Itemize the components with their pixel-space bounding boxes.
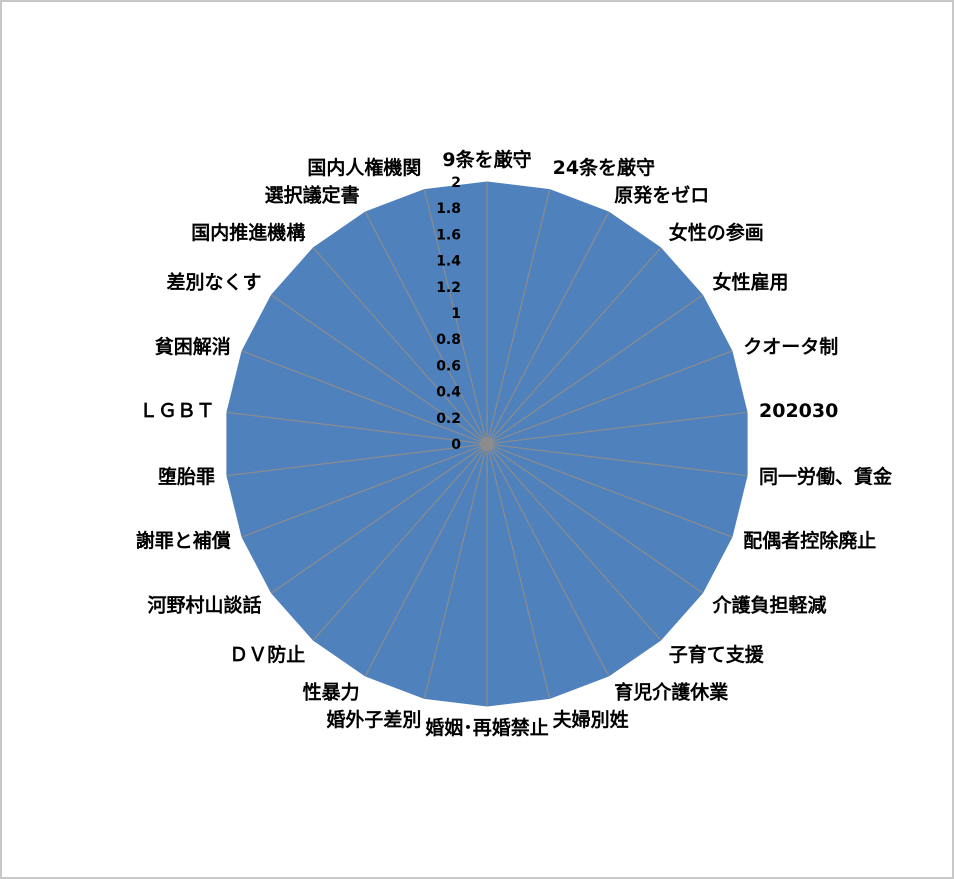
spoke-line	[423, 443, 488, 699]
spoke-line	[486, 189, 551, 445]
radial-tick-label: 0.2	[436, 411, 461, 427]
category-label: 謝罪と補償	[136, 529, 231, 552]
spoke-line	[486, 411, 748, 445]
category-label: 河野村山談話	[147, 594, 261, 617]
radial-tick-label: 0.8	[436, 332, 461, 348]
spoke-line	[486, 443, 703, 594]
spoke-line	[486, 443, 662, 641]
spoke-line	[364, 211, 488, 445]
category-label: 24条を厳守	[553, 156, 655, 179]
radial-tick-label: 1	[451, 306, 461, 322]
radial-tick-label: 0.4	[436, 385, 461, 401]
category-label: 貧困解消	[155, 335, 231, 358]
radial-tick-label: 0.6	[436, 358, 461, 374]
category-label: 子育て支援	[669, 643, 765, 666]
category-label: 女性雇用	[713, 270, 789, 293]
category-label: ＤＶ防止	[229, 643, 305, 666]
spoke-line	[241, 350, 488, 445]
radial-tick-label: 2	[451, 175, 461, 191]
spoke-line	[271, 443, 488, 594]
radial-tick-label: 1.4	[436, 254, 461, 270]
category-label: 同一労働、賃金	[759, 465, 893, 488]
center-hub	[480, 437, 494, 451]
category-label: 夫婦別姓	[553, 708, 629, 731]
spoke-line	[486, 211, 610, 445]
spoke-line	[241, 443, 488, 538]
spoke-line	[312, 443, 488, 641]
spoke-layer	[226, 182, 748, 706]
category-label: 育児介護休業	[614, 681, 729, 704]
category-label: 9条を厳守	[442, 148, 531, 171]
spoke-line	[486, 443, 733, 538]
spoke-line	[486, 443, 551, 699]
radial-tick-label: 1.6	[436, 227, 461, 243]
category-label: 原発をゼロ	[614, 183, 709, 206]
category-label: 配偶者控除廃止	[743, 529, 876, 552]
category-label: 差別なくす	[166, 270, 261, 293]
spoke-line	[486, 443, 610, 677]
tick-layer: 0 0.2 0.4 0.6 0.8 1 1.2 1.4 1.6 1.8 2	[436, 175, 461, 453]
spoke-line	[364, 443, 488, 677]
spoke-line	[486, 294, 703, 445]
category-label: 国内人権機関	[307, 156, 421, 179]
category-label: クオータ制	[743, 335, 838, 358]
radial-tick-label: 0	[451, 437, 461, 453]
spoke-line	[226, 443, 488, 477]
category-label: 介護負担軽減	[712, 594, 827, 617]
spoke-line	[226, 411, 488, 445]
category-label: 国内推進機構	[191, 221, 305, 244]
category-label: 202030	[759, 400, 838, 422]
spoke-line	[312, 247, 488, 445]
category-label: 堕胎罪	[158, 465, 215, 488]
category-label: 女性の参画	[669, 221, 764, 244]
spoke-line	[486, 350, 733, 445]
spoke-line	[271, 294, 488, 445]
radial-tick-label: 1.2	[436, 280, 461, 296]
category-label: 選択議定書	[265, 183, 360, 206]
radial-tick-label: 1.8	[436, 201, 461, 217]
category-label: ＬＧＢＴ	[139, 400, 215, 422]
category-label: 婚姻･再婚禁止	[425, 716, 549, 739]
category-label: 婚外子差別	[326, 708, 421, 731]
spoke-line	[486, 247, 662, 445]
spoke-line	[423, 189, 488, 445]
spoke-line	[486, 443, 748, 477]
category-label: 性暴力	[303, 681, 360, 704]
